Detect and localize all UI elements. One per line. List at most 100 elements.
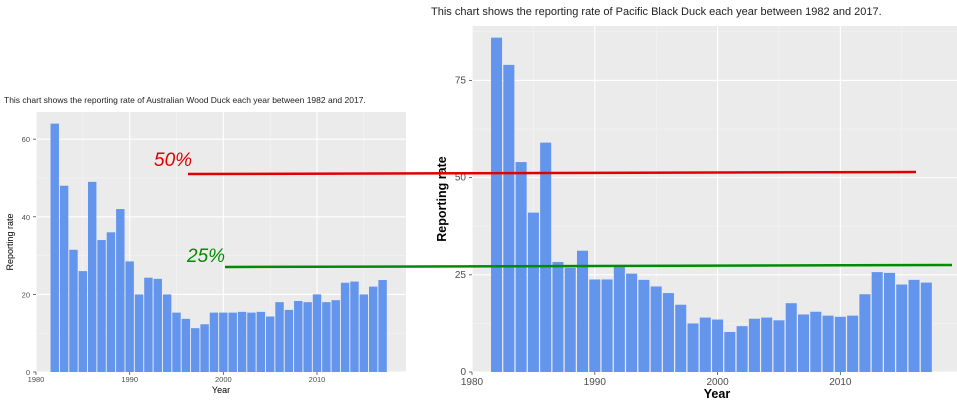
wood-duck-y-tick-label: 0 (26, 368, 30, 377)
black-duck-chart: This chart shows the reporting rate of P… (431, 6, 957, 401)
black-duck-bar-2014 (883, 272, 895, 372)
black-duck-bar-1999 (699, 317, 711, 372)
black-duck-bar-2002 (736, 326, 748, 372)
wood-duck-bar-2010 (312, 294, 322, 372)
wood-duck-x-tick-label: 2000 (215, 375, 232, 384)
wood-duck-bar-2005 (265, 316, 275, 372)
black-duck-bar-1995 (650, 286, 662, 372)
black-duck-bar-1989 (576, 250, 589, 372)
black-duck-bar-1991 (601, 279, 613, 372)
black-duck-bar-1987 (552, 261, 564, 372)
wood-duck-bar-2014 (350, 281, 359, 372)
wood-duck-bar-2003 (247, 312, 256, 372)
black-duck-bar-2009 (822, 315, 834, 372)
wood-duck-y-tick-label: 20 (22, 290, 30, 299)
black-duck-bar-2013 (871, 272, 883, 372)
black-duck-y-tick-label: 50 (455, 173, 467, 184)
wood-duck-bar-1995 (172, 312, 181, 372)
wood-duck-bar-1989 (116, 209, 125, 372)
black-duck-y-tick-label: 25 (455, 270, 467, 281)
black-duck-bar-1993 (626, 273, 638, 372)
black-duck-bar-2016 (908, 279, 920, 372)
wood-duck-bar-1984 (69, 249, 78, 372)
black-duck-bar-1983 (503, 64, 515, 372)
wood-duck-x-tick-label: 1980 (28, 375, 45, 384)
wood-duck-bar-1994 (162, 294, 172, 372)
wood-duck-bar-1983 (59, 185, 69, 372)
fifty-percent-label: 50% (154, 150, 192, 171)
black-duck-chart-title: This chart shows the reporting rate of P… (431, 6, 882, 18)
black-duck-bar-1998 (687, 323, 699, 372)
black-duck-x-tick-label: 2010 (829, 377, 852, 388)
wood-duck-bar-2004 (256, 311, 266, 372)
black-duck-bar-2004 (761, 317, 773, 372)
wood-duck-bar-1999 (209, 312, 219, 372)
wood-duck-x-axis-label: Year (212, 385, 230, 395)
wood-duck-bar-2016 (369, 286, 378, 372)
wood-duck-bar-1997 (191, 328, 200, 372)
wood-duck-bar-2008 (294, 300, 303, 372)
black-duck-bar-1990 (589, 279, 601, 372)
black-duck-bar-2000 (712, 319, 724, 372)
wood-duck-chart: This chart shows the reporting rate of A… (4, 95, 406, 395)
wood-duck-bar-2001 (228, 312, 237, 372)
wood-duck-x-ticks: 1980 1990 2000 2010 (28, 372, 326, 384)
black-duck-x-tick-label: 1990 (584, 377, 607, 388)
wood-duck-y-tick-label: 60 (22, 135, 30, 144)
black-duck-bar-1996 (662, 293, 674, 372)
black-duck-y-ticks: 0 25 50 75 (455, 75, 472, 378)
wood-duck-bar-2009 (303, 302, 312, 372)
wood-duck-x-tick-label: 1990 (121, 375, 138, 384)
wood-duck-y-axis-label: Reporting rate (5, 213, 15, 270)
fifty-percent-line (187, 170, 917, 176)
wood-duck-bar-1986 (87, 181, 97, 372)
wood-duck-bars (50, 123, 387, 373)
black-duck-y-tick-label: 0 (460, 367, 466, 378)
wood-duck-bar-2013 (340, 282, 350, 372)
black-duck-bar-2015 (896, 284, 908, 372)
wood-duck-bar-1985 (78, 271, 88, 372)
wood-duck-bar-1988 (106, 232, 116, 372)
wood-duck-bar-2012 (331, 300, 340, 372)
twenty-five-percent-label: 25% (186, 246, 225, 267)
wood-duck-bar-1991 (134, 294, 144, 372)
black-duck-bar-2005 (773, 320, 785, 372)
black-duck-x-axis-label: Year (704, 387, 731, 401)
wood-duck-bar-1998 (200, 324, 209, 372)
black-duck-bar-1992 (613, 267, 625, 372)
black-duck-bar-1985 (527, 212, 539, 372)
wood-duck-bar-1996 (181, 318, 191, 372)
wood-duck-bar-1992 (144, 277, 153, 372)
wood-duck-bar-1993 (153, 278, 162, 372)
black-duck-bar-2012 (859, 294, 871, 372)
wood-duck-bar-2017 (378, 280, 387, 372)
wood-duck-bar-2000 (219, 312, 228, 372)
wood-duck-x-tick-label: 2010 (309, 375, 326, 384)
wood-duck-bar-2002 (237, 311, 247, 372)
wood-duck-bar-2011 (322, 302, 331, 372)
wood-duck-bar-1987 (97, 240, 106, 372)
wood-duck-bar-2015 (359, 294, 369, 372)
black-duck-bar-1986 (540, 142, 552, 372)
black-duck-x-tick-label: 2000 (706, 377, 729, 388)
wood-duck-bar-2007 (284, 309, 294, 372)
wood-duck-bar-1982 (50, 123, 59, 373)
black-duck-x-tick-label: 1980 (461, 377, 484, 388)
black-duck-bar-2017 (920, 282, 932, 372)
black-duck-bar-1997 (675, 304, 687, 372)
black-duck-bar-2010 (834, 316, 846, 372)
black-duck-bar-2011 (847, 315, 859, 372)
wood-duck-y-tick-label: 40 (22, 213, 30, 222)
black-duck-bar-2003 (748, 318, 760, 372)
black-duck-bar-1982 (491, 37, 503, 372)
black-duck-bar-1988 (564, 267, 576, 372)
wood-duck-bar-2006 (275, 302, 284, 372)
black-duck-bar-1994 (638, 279, 650, 372)
twenty-five-percent-line (224, 263, 953, 269)
black-duck-y-axis-label: Reporting rate (435, 156, 449, 241)
wood-duck-y-ticks: 0 20 40 60 (22, 135, 36, 377)
wood-duck-chart-title: This chart shows the reporting rate of A… (4, 95, 366, 105)
black-duck-bar-2001 (724, 331, 736, 372)
black-duck-y-tick-label: 75 (455, 75, 467, 86)
